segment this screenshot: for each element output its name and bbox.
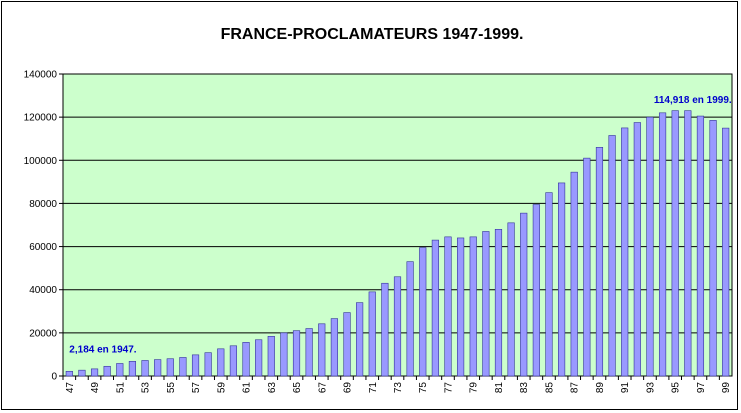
y-tick-label: 20000 [29, 328, 57, 339]
bar-99 [722, 127, 730, 377]
bar-61 [242, 342, 250, 377]
x-tick-label: 99 [721, 382, 732, 394]
x-tick-label: 69 [343, 382, 354, 394]
bar-72 [381, 282, 389, 377]
bar-97 [696, 115, 705, 377]
bar-49 [90, 368, 99, 377]
x-tick-label: 65 [292, 382, 303, 394]
bar-58 [204, 352, 212, 377]
x-tick-label: 83 [519, 382, 530, 394]
x-tick-label: 89 [595, 382, 606, 394]
bar-74 [406, 261, 414, 377]
bar-93 [646, 116, 654, 377]
bar-78 [457, 237, 465, 377]
bar-88 [583, 157, 591, 377]
bar-48 [78, 369, 86, 377]
y-tick-label: 80000 [29, 199, 57, 210]
bar-62 [255, 339, 263, 377]
bar-92 [633, 122, 641, 377]
bar-91 [621, 127, 629, 377]
bar-87 [570, 171, 578, 377]
bar-80 [482, 231, 490, 377]
bar-66 [305, 328, 313, 377]
bar-95 [671, 110, 679, 377]
bar-82 [507, 222, 515, 377]
x-tick-label: 81 [494, 382, 505, 394]
bar-84 [532, 204, 540, 377]
annotations: 2,184 en 1947. 114,918 en 1999. [69, 95, 732, 355]
bar-85 [545, 192, 553, 377]
bar-69 [343, 312, 351, 377]
x-tick-label: 97 [696, 382, 707, 394]
bar-52 [128, 361, 137, 377]
x-tick-label: 85 [544, 382, 555, 394]
x-tick-label: 73 [393, 382, 404, 394]
bar-65 [292, 330, 301, 377]
x-tick-label: 75 [418, 382, 429, 394]
bar-57 [191, 354, 200, 377]
bar-76 [431, 239, 439, 377]
bar-60 [229, 345, 237, 377]
bar-63 [267, 336, 275, 377]
x-tick-label: 91 [620, 382, 631, 394]
bar-90 [608, 135, 616, 377]
annotation-label: 2,184 en 1947. [69, 344, 136, 355]
bar-81 [494, 229, 503, 377]
y-tick-label: 40000 [29, 285, 57, 296]
bar-96 [684, 110, 692, 377]
x-tick-label: 77 [443, 382, 454, 394]
bar-86 [558, 182, 566, 377]
x-tick-label: 95 [671, 382, 682, 394]
bar-53 [141, 360, 149, 377]
x-tick-label: 47 [65, 382, 76, 394]
bar-51 [116, 363, 124, 377]
bar-64 [280, 332, 288, 377]
bar-67 [318, 323, 326, 377]
x-tick-label: 79 [469, 382, 480, 394]
bar-56 [179, 357, 187, 377]
bar-54 [154, 359, 162, 377]
chart-title: FRANCE-PROCLAMATEURS 1947-1999. [221, 26, 524, 43]
x-tick-label: 93 [645, 382, 656, 394]
x-tick-label: 55 [166, 382, 177, 394]
bar-70 [356, 302, 364, 377]
x-tick-label: 57 [191, 382, 202, 394]
bar-77 [444, 236, 452, 377]
y-tick-label: 140000 [24, 70, 58, 81]
bar-47 [65, 370, 73, 377]
x-tick-label: 59 [216, 382, 227, 394]
bar-59 [217, 348, 225, 377]
bar-71 [368, 291, 376, 377]
x-tick-label: 87 [570, 382, 581, 394]
x-tick-label: 71 [368, 382, 379, 394]
bars [65, 110, 730, 377]
x-tick-label: 49 [90, 382, 101, 394]
bar-94 [658, 112, 667, 377]
x-tick-label: 67 [317, 382, 328, 394]
gridlines [63, 116, 732, 334]
x-axis-tick-labels: 47 49 51 53 55 57 59 61 63 65 67 69 71 73 75 77 79 81 83 85… [62, 376, 732, 394]
bar-75 [419, 247, 427, 377]
bar-50 [103, 365, 111, 377]
bar-79 [469, 236, 477, 377]
bar-73 [393, 276, 402, 377]
y-tick-label: 100000 [24, 156, 58, 167]
bar-55 [166, 358, 174, 377]
bar-83 [520, 212, 528, 377]
y-tick-label: 60000 [29, 242, 57, 253]
y-tick-label: 0 [51, 372, 57, 383]
bar-68 [330, 318, 338, 377]
x-tick-label: 53 [141, 382, 152, 394]
y-tick-label: 120000 [24, 113, 58, 124]
x-tick-label: 61 [242, 382, 253, 394]
x-tick-label: 51 [115, 382, 126, 394]
annotation-label: 114,918 en 1999. [654, 95, 732, 106]
x-tick-label: 63 [267, 382, 278, 394]
bar-98 [709, 120, 717, 377]
bar-89 [595, 147, 604, 377]
y-axis-tick-labels: 0 20000 40000 60000 80000 100000 120000 140000 [24, 70, 63, 383]
